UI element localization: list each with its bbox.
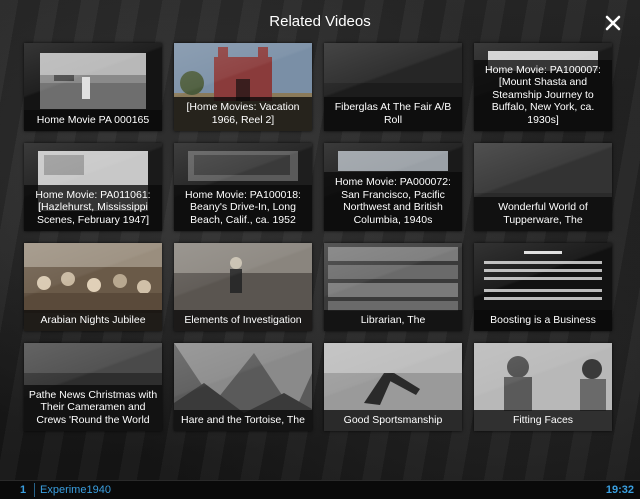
close-button[interactable]: [604, 14, 622, 32]
video-title: Home Movie PA 000165: [24, 109, 162, 131]
video-tile[interactable]: Fiberglas At The Fair A/B Roll: [324, 43, 462, 131]
video-tile[interactable]: Good Sportsmanship: [324, 343, 462, 431]
status-bar: 1 Experime1940 19:32: [0, 480, 640, 499]
video-title: Hare and the Tortoise, The: [174, 409, 312, 431]
video-tile[interactable]: Home Movie: PA100018: Beany's Drive-In, …: [174, 143, 312, 231]
video-tile[interactable]: Boosting is a Business: [474, 243, 612, 331]
video-title: Home Movie: PA100018: Beany's Drive-In, …: [174, 184, 312, 231]
video-tile[interactable]: [Home Movies: Vacation 1966, Reel 2]: [174, 43, 312, 131]
video-title: Pathe News Christmas with Their Camerame…: [24, 384, 162, 431]
divider: [34, 483, 35, 497]
video-tile[interactable]: Wonderful World of Tupperware, The: [474, 143, 612, 231]
video-tile[interactable]: Fitting Faces: [474, 343, 612, 431]
close-icon: [605, 15, 621, 31]
video-tile[interactable]: Home Movie PA 000165: [24, 43, 162, 131]
video-title: Wonderful World of Tupperware, The: [474, 197, 612, 231]
video-tile[interactable]: Home Movie: PA011061: [Hazlehurst, Missi…: [24, 143, 162, 231]
video-title: Arabian Nights Jubilee: [24, 309, 162, 331]
video-tile[interactable]: Arabian Nights Jubilee: [24, 243, 162, 331]
video-title: Home Movie: PA000072: San Francisco, Pac…: [324, 172, 462, 231]
video-title: Good Sportsmanship: [324, 409, 462, 431]
video-title: Boosting is a Business: [474, 309, 612, 331]
video-title: Librarian, The: [324, 309, 462, 331]
video-tile[interactable]: Pathe News Christmas with Their Camerame…: [24, 343, 162, 431]
page-title: Related Videos: [269, 13, 371, 30]
video-tile[interactable]: Librarian, The: [324, 243, 462, 331]
video-title: Fitting Faces: [474, 409, 612, 431]
clock: 19:32: [605, 484, 634, 496]
video-tile[interactable]: Hare and the Tortoise, The: [174, 343, 312, 431]
video-title: Fiberglas At The Fair A/B Roll: [324, 97, 462, 131]
video-title: Home Movie: PA011061: [Hazlehurst, Missi…: [24, 184, 162, 231]
video-tile[interactable]: Elements of Investigation: [174, 243, 312, 331]
video-title: [Home Movies: Vacation 1966, Reel 2]: [174, 97, 312, 131]
video-name: Experime1940: [40, 484, 111, 496]
video-tile[interactable]: Home Movie: PA100007: [Mount Shasta and …: [474, 43, 612, 131]
video-tile[interactable]: Home Movie: PA000072: San Francisco, Pac…: [324, 143, 462, 231]
video-grid: Home Movie PA 000165 [Home Movies: Vacat…: [24, 43, 612, 431]
video-title: Home Movie: PA100007: [Mount Shasta and …: [474, 59, 612, 131]
video-title: Elements of Investigation: [174, 309, 312, 331]
playlist-index: 1: [20, 484, 27, 496]
